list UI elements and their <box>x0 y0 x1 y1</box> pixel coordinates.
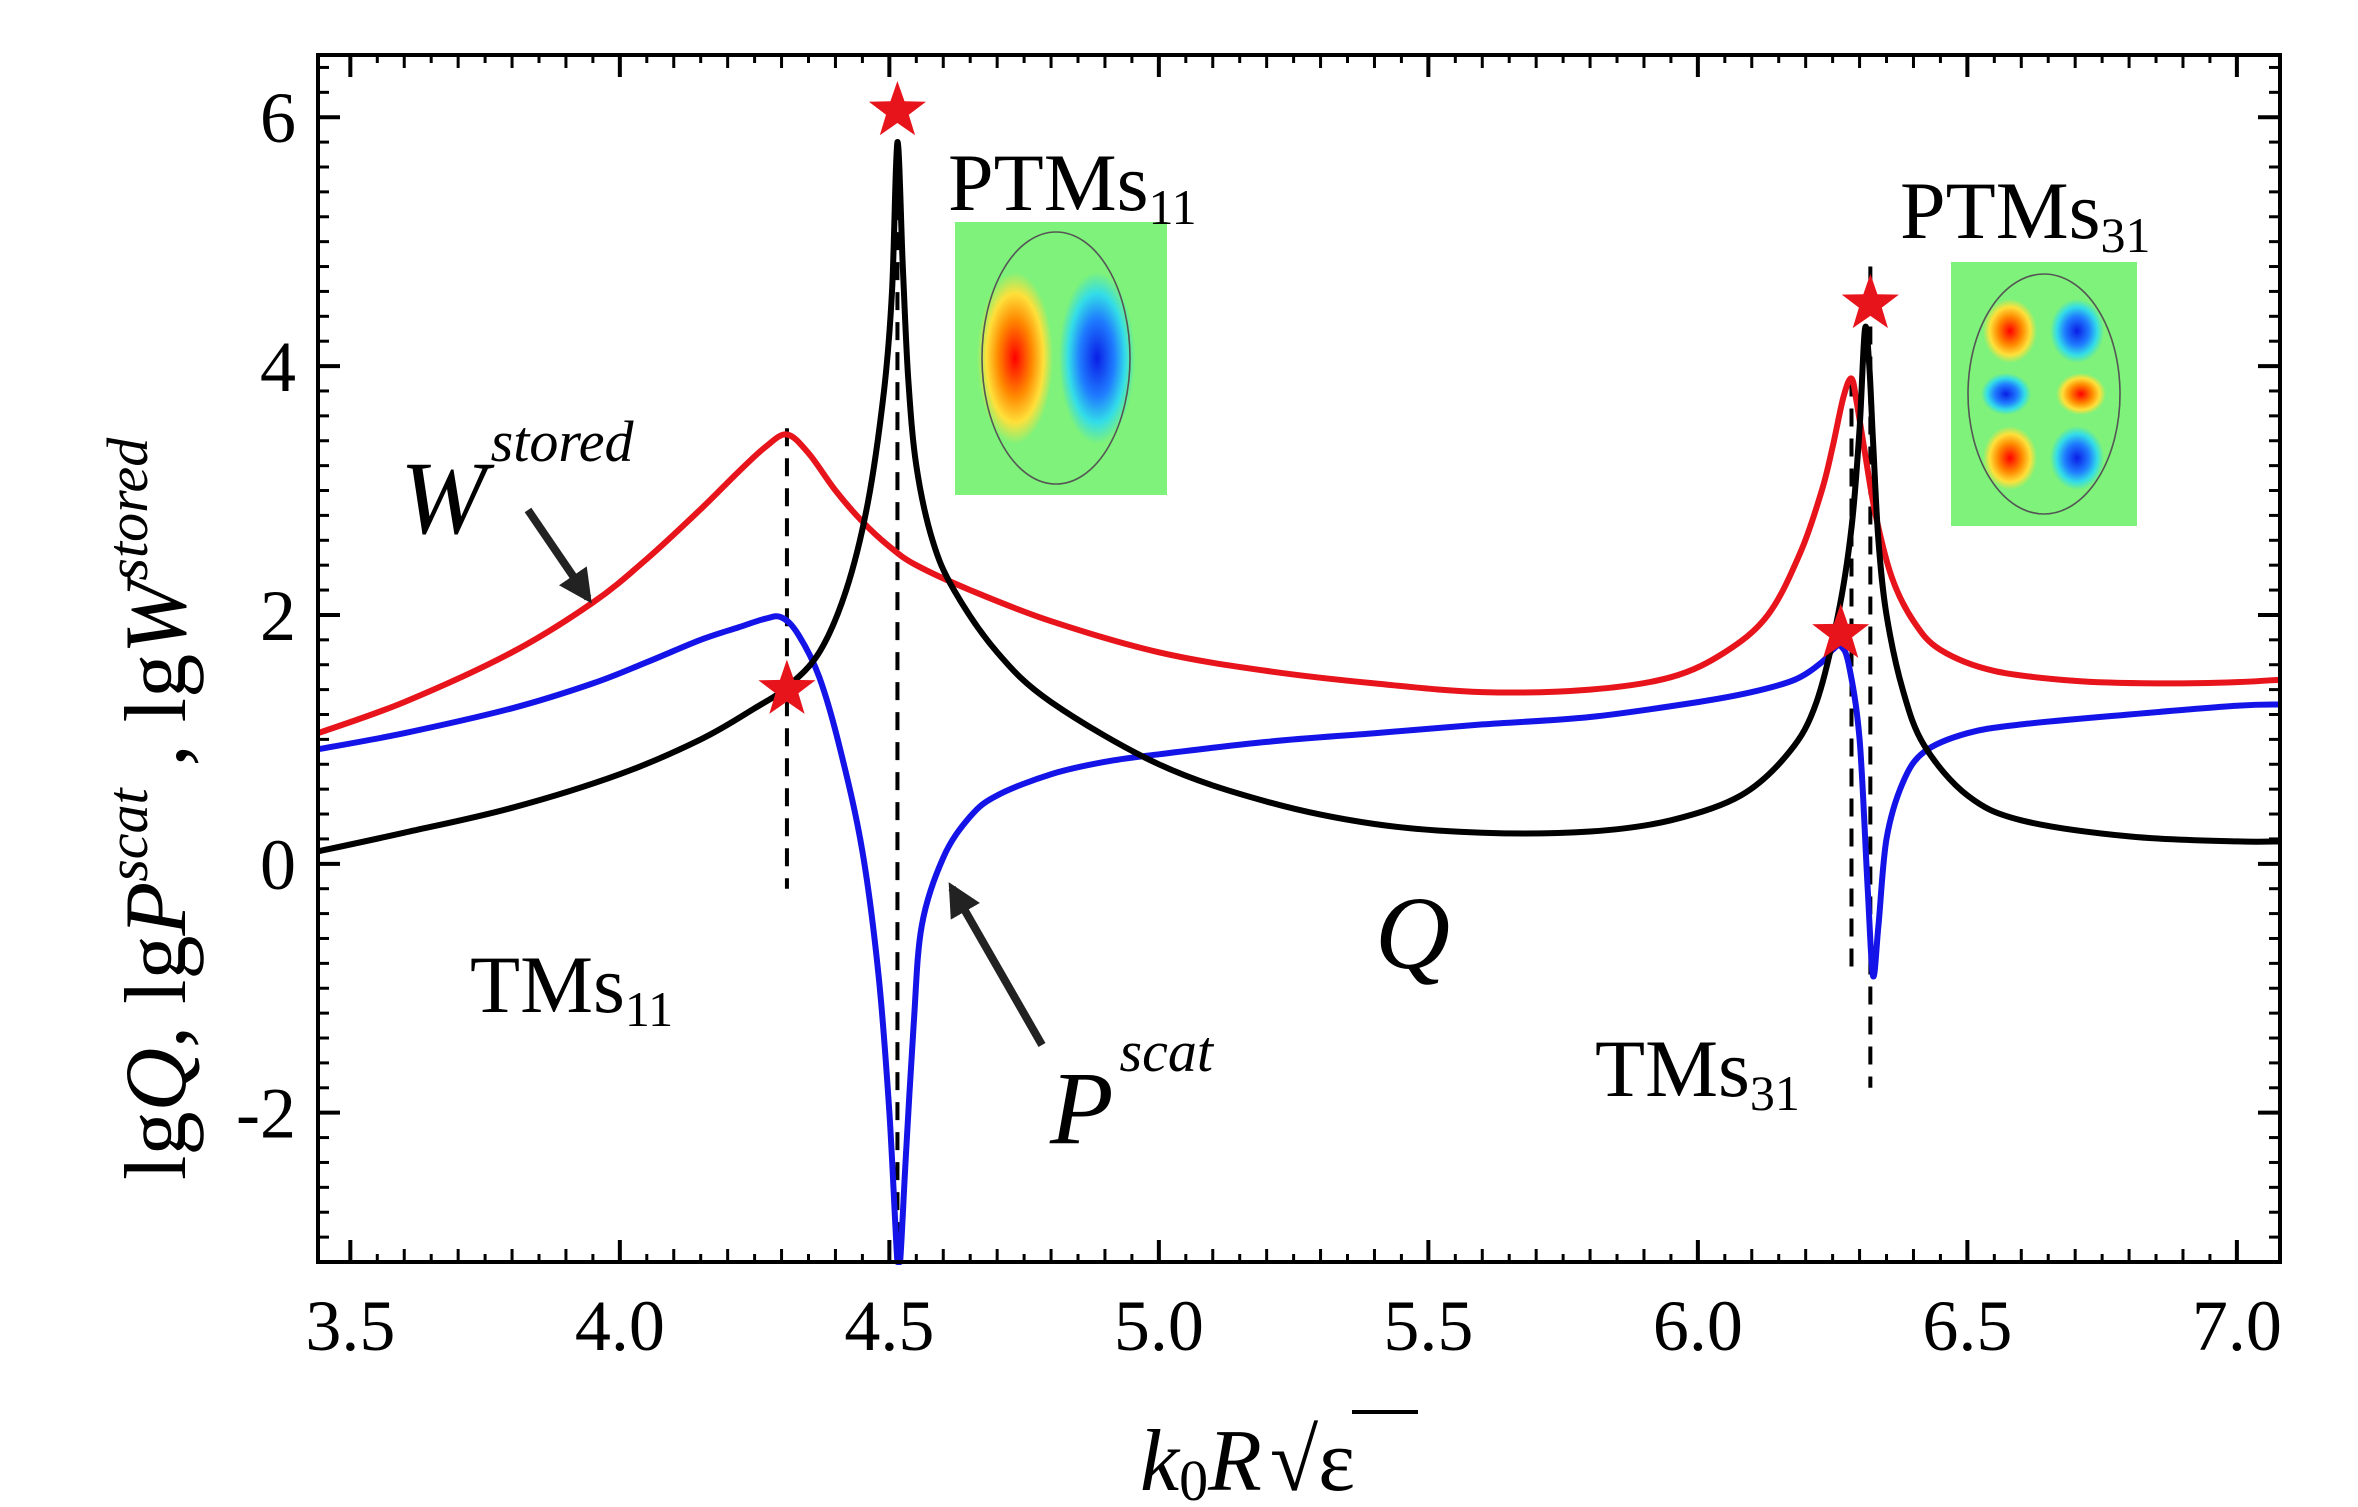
annotation-tms11: TMs11 <box>470 939 673 1037</box>
inset-ptms11-boundary <box>981 231 1131 485</box>
arrow-p-scat <box>948 882 1046 1047</box>
annotation-w-stored: Wstored <box>400 409 634 556</box>
y-axis-title-stored: stored <box>95 437 160 581</box>
annotation-w-main: W <box>400 441 495 556</box>
y-axis-title-p: P <box>108 882 205 937</box>
inset-ptms31-background <box>1951 262 2137 526</box>
y-tick-label: -2 <box>236 1074 296 1154</box>
annotation-q: Q <box>1375 876 1450 991</box>
annotation-p-sup: scat <box>1120 1019 1215 1084</box>
x-tick-label: 5.0 <box>1114 1286 1204 1366</box>
y-tick-label: 6 <box>260 78 296 158</box>
inset-ptms31-lobe-5 <box>1983 426 2037 490</box>
y-axis-title-sep1: , <box>108 1004 205 1048</box>
annotation-tms31-main: TMs <box>1595 1023 1750 1114</box>
y-axis-title-w: W <box>108 574 205 654</box>
y-tick-label: 0 <box>260 825 296 905</box>
y-axis-title-lg2: lg <box>108 936 205 1004</box>
x-tick-label: 6.0 <box>1653 1286 1743 1366</box>
annotation-tms31: TMs31 <box>1595 1023 1800 1121</box>
y-axis-title-lg1: lg <box>108 1112 205 1180</box>
y-axis-title: lgQ, lgPscat , lgWstored <box>95 437 205 1180</box>
inset-ptms11 <box>955 222 1167 495</box>
inset-ptms11-lobe-red <box>977 272 1053 444</box>
x-axis-title-sub: 0 <box>1179 1448 1208 1507</box>
arrow-w-stored <box>524 507 592 604</box>
star-marker-3 <box>1812 603 1870 658</box>
inset-ptms11-lobe-blue <box>1059 272 1135 444</box>
annotation-tms31-sub: 31 <box>1750 1065 1800 1121</box>
annotation-w-sup: stored <box>491 409 635 474</box>
x-tick-label: 4.5 <box>844 1286 934 1366</box>
annotation-ptms31-sub: 31 <box>2101 207 2151 263</box>
inset-ptms31-lobe-2 <box>2050 299 2104 363</box>
series-group <box>316 139 2281 1266</box>
annotation-tms11-sub: 11 <box>625 981 673 1037</box>
x-tick-label: 7.0 <box>2192 1286 2282 1366</box>
annotation-ptms31-main: PTMs <box>1900 165 2101 256</box>
y-axis-title-q: Q <box>108 1048 205 1112</box>
tick-labels: 3.5 4.0 4.5 5.0 5.5 6.0 6.5 7.0 -2 0 2 4 6 <box>236 78 2282 1366</box>
y-axis-title-sep2: , <box>108 722 205 788</box>
inset-ptms31 <box>1951 262 2137 526</box>
x-axis-title-eps: ε <box>1318 1413 1355 1507</box>
x-tick-label: 4.0 <box>575 1286 665 1366</box>
annotation-ptms11-main: PTMs <box>948 137 1149 228</box>
y-axis-title-lg3: lg <box>108 654 205 722</box>
star-markers <box>758 81 1899 714</box>
x-axis-title-r: R <box>1207 1413 1262 1507</box>
inset-ptms31-lobe-3 <box>1981 373 2031 415</box>
star-marker-1 <box>758 659 816 714</box>
series-line-p-scat <box>317 613 2281 1266</box>
x-tick-label: 3.5 <box>305 1286 395 1366</box>
annotation-ptms31: PTMs31 <box>1900 165 2151 263</box>
series-line-w-stored <box>316 375 2281 737</box>
annotation-ptms11-sub: 11 <box>1149 179 1197 235</box>
inset-ptms31-boundary <box>1967 273 2121 515</box>
annotation-ptms11: PTMs11 <box>948 137 1197 235</box>
annotation-p-main: P <box>1049 1051 1114 1166</box>
star-marker-4 <box>1841 273 1899 329</box>
inset-ptms31-lobe-1 <box>1983 299 2037 363</box>
annotation-tms11-main: TMs <box>470 939 625 1030</box>
y-tick-label: 2 <box>260 576 296 656</box>
star-marker-2 <box>868 81 926 136</box>
inset-ptms31-lobe-6 <box>2050 426 2104 490</box>
y-tick-label: 4 <box>260 327 296 407</box>
inset-ptms31-lobe-4 <box>2056 373 2106 415</box>
x-axis-title-sqrt: √ <box>1270 1413 1319 1507</box>
x-axis-title-k: k <box>1140 1413 1181 1507</box>
axis-ticks <box>318 55 2280 1262</box>
y-axis-title-scat: scat <box>95 786 160 881</box>
x-axis-title: k0R√ε <box>1140 1413 1355 1507</box>
plot-frame <box>316 53 2282 1264</box>
series-line-q <box>317 139 2281 855</box>
x-tick-label: 5.5 <box>1383 1286 1473 1366</box>
x-tick-label: 6.5 <box>1922 1286 2012 1366</box>
